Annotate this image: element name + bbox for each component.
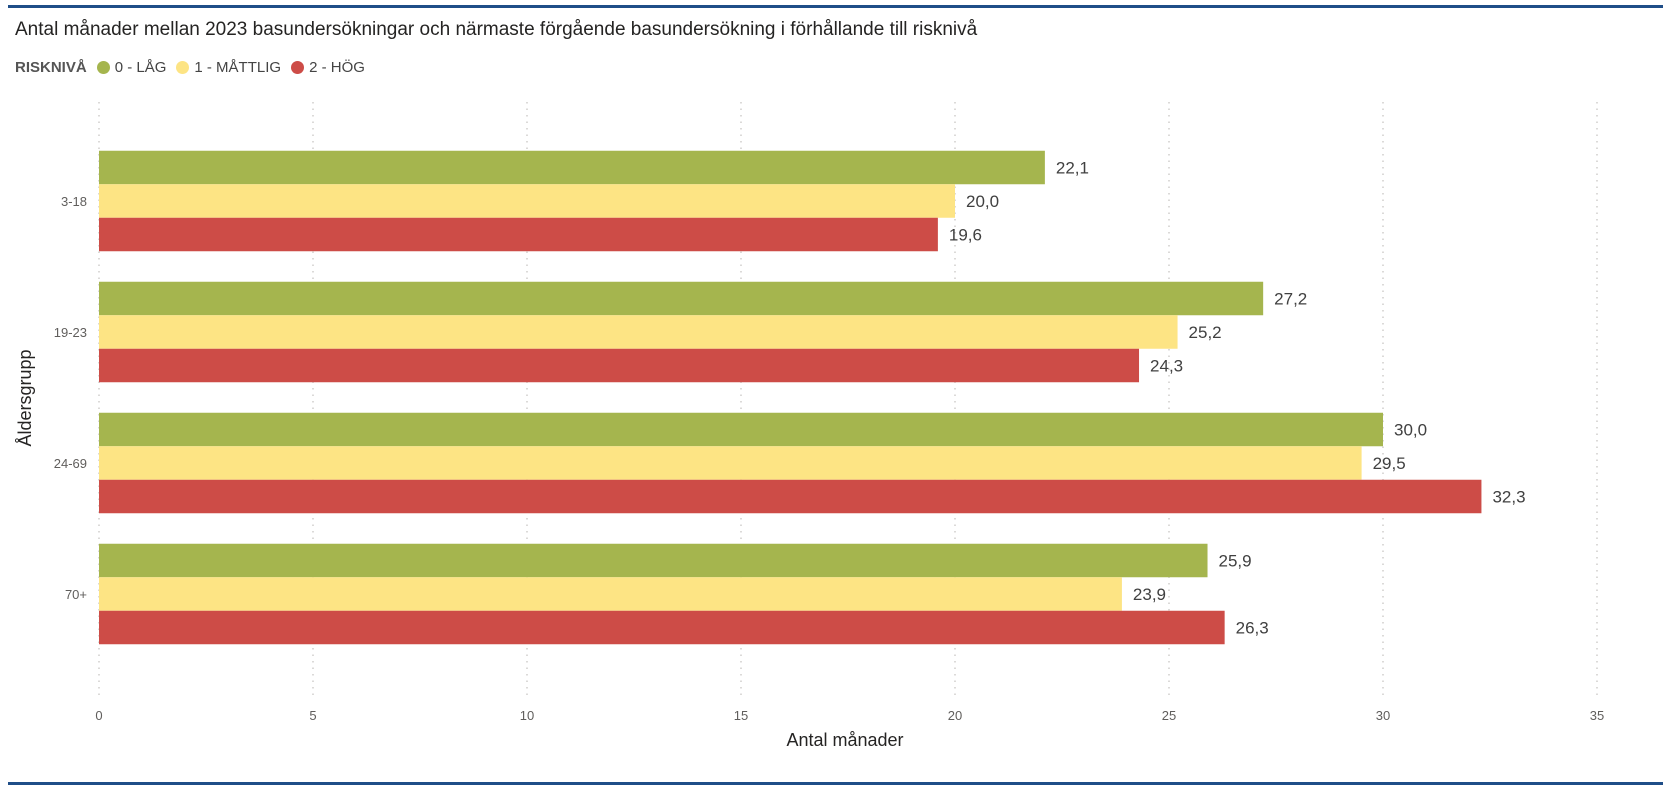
x-tick-label: 0 xyxy=(95,708,102,723)
legend-label-high: 2 - HÖG xyxy=(309,59,365,76)
bar xyxy=(99,610,1225,645)
y-category-label: 19-23 xyxy=(54,325,87,340)
data-label: 20,0 xyxy=(966,192,999,211)
bar xyxy=(99,150,1045,185)
legend-dot-high xyxy=(291,61,305,74)
x-tick-label: 20 xyxy=(948,708,962,723)
x-tick-label: 30 xyxy=(1376,708,1390,723)
legend-dot-low xyxy=(96,61,110,74)
x-tick-label: 25 xyxy=(1162,708,1176,723)
legend-item-high[interactable]: 2 - HÖG xyxy=(291,59,365,76)
chart-title: Antal månader mellan 2023 basundersöknin… xyxy=(15,19,978,40)
data-label: 29,5 xyxy=(1373,454,1406,473)
y-category-label: 3-18 xyxy=(61,194,87,209)
top-border xyxy=(8,5,1663,8)
data-label: 27,2 xyxy=(1274,290,1307,309)
bar xyxy=(99,281,1264,316)
bottom-border xyxy=(8,782,1663,785)
bar xyxy=(99,184,955,218)
data-label: 19,6 xyxy=(949,226,982,245)
legend-title: RISKNIVÅ xyxy=(15,59,87,76)
data-label: 32,3 xyxy=(1492,488,1525,507)
x-tick-label: 5 xyxy=(309,708,316,723)
y-category-label: 70+ xyxy=(65,587,87,602)
data-label: 23,9 xyxy=(1133,585,1166,604)
bar xyxy=(99,479,1482,514)
data-label: 22,1 xyxy=(1056,159,1089,178)
legend-item-moderate[interactable]: 1 - MÅTTLIG xyxy=(176,59,281,76)
data-label: 30,0 xyxy=(1394,421,1427,440)
bar xyxy=(99,412,1383,447)
legend-label-low: 0 - LÅG xyxy=(114,59,167,76)
legend-dot-moderate xyxy=(176,61,190,74)
x-tick-label: 35 xyxy=(1590,708,1604,723)
legend: RISKNIVÅ 0 - LÅG 1 - MÅTTLIG 2 - HÖG xyxy=(15,59,375,76)
legend-label-moderate: 1 - MÅTTLIG xyxy=(194,59,282,76)
legend-item-low[interactable]: 0 - LÅG xyxy=(96,59,167,76)
bar xyxy=(99,577,1122,611)
bar xyxy=(99,543,1208,578)
y-category-label: 24-69 xyxy=(54,456,87,471)
data-label: 25,2 xyxy=(1189,323,1222,342)
y-axis-title: Åldersgrupp xyxy=(15,349,35,446)
x-tick-label: 10 xyxy=(520,708,534,723)
data-label: 24,3 xyxy=(1150,357,1183,376)
bar xyxy=(99,446,1362,480)
bar xyxy=(99,217,938,252)
bar xyxy=(99,348,1140,383)
bar xyxy=(99,315,1178,349)
data-label: 25,9 xyxy=(1219,552,1252,571)
data-label: 26,3 xyxy=(1236,619,1269,638)
x-tick-label: 15 xyxy=(734,708,748,723)
x-axis-title: Antal månader xyxy=(786,730,903,750)
